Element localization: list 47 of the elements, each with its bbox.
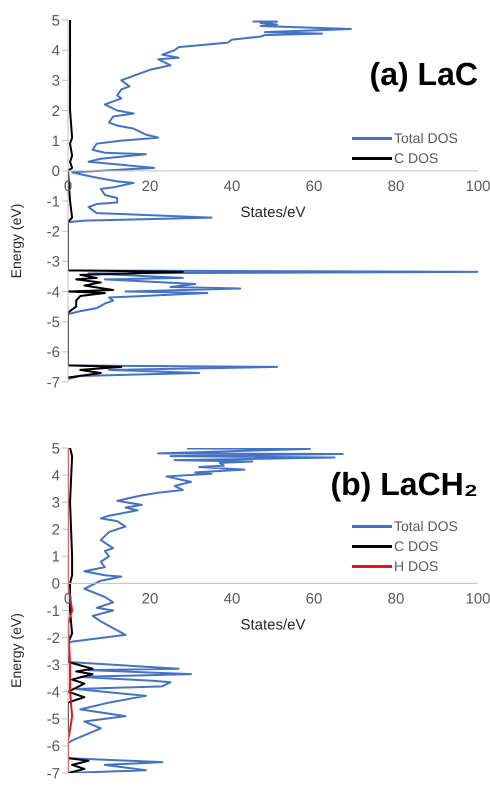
y-tick-label: -7 xyxy=(46,765,60,782)
x-tick-label: 100 xyxy=(465,178,490,195)
y-tick-label: 4 xyxy=(52,467,60,484)
y-tick-label: 1 xyxy=(52,132,60,150)
x-tick-label: 40 xyxy=(224,590,240,608)
legend-label: C DOS xyxy=(394,150,438,166)
y-tick-label: -2 xyxy=(46,223,60,240)
y-tick-label: 4 xyxy=(52,42,60,60)
x-tick-label: 40 xyxy=(224,178,240,195)
x-tick-label: 80 xyxy=(388,178,404,195)
x-tick-label: 20 xyxy=(142,590,158,608)
y-tick-label: -7 xyxy=(46,374,60,392)
y-tick-label: 2 xyxy=(52,522,60,539)
legend-label: H DOS xyxy=(394,558,438,574)
text: (b) LaCH₂ xyxy=(330,466,478,503)
text: (a) LaC xyxy=(370,56,478,93)
y-tick-label: -5 xyxy=(46,314,60,331)
y-tick-label: 3 xyxy=(52,72,60,90)
y-tick-label: -6 xyxy=(46,344,60,362)
y-tick-label: -1 xyxy=(46,193,60,210)
x-tick-label: 100 xyxy=(465,590,490,608)
y-tick-label: 3 xyxy=(52,494,60,512)
y-tick-label: -3 xyxy=(46,656,60,674)
y-axis-title: Energy (eV) xyxy=(8,613,24,688)
x-axis-title: States/eV xyxy=(240,204,306,221)
y-tick-label: -3 xyxy=(46,254,60,271)
x-axis-title: States/eV xyxy=(240,616,306,634)
y-tick-label: 1 xyxy=(52,548,60,566)
y-tick-label: -4 xyxy=(46,684,60,702)
legend-label: Total DOS xyxy=(394,130,458,146)
y-tick-label: -6 xyxy=(46,738,60,756)
y-tick-label: 2 xyxy=(52,102,60,120)
y-tick-label: 0 xyxy=(52,163,60,180)
y-tick-label: -4 xyxy=(46,284,60,301)
legend-label: C DOS xyxy=(394,538,438,554)
x-tick-label: 20 xyxy=(142,178,158,195)
y-tick-label: -2 xyxy=(46,630,60,647)
y-axis-title: Energy (eV) xyxy=(8,204,24,278)
y-tick-label: 5 xyxy=(52,12,60,30)
x-tick-label: 60 xyxy=(306,590,322,608)
y-tick-label: 0 xyxy=(52,576,60,593)
y-tick-label: 5 xyxy=(52,440,60,458)
x-tick-label: 60 xyxy=(306,178,322,195)
y-tick-label: -1 xyxy=(46,602,60,620)
y-tick-label: -5 xyxy=(46,711,60,728)
legend-label: Total DOS xyxy=(394,518,458,534)
x-tick-label: 80 xyxy=(388,590,404,608)
